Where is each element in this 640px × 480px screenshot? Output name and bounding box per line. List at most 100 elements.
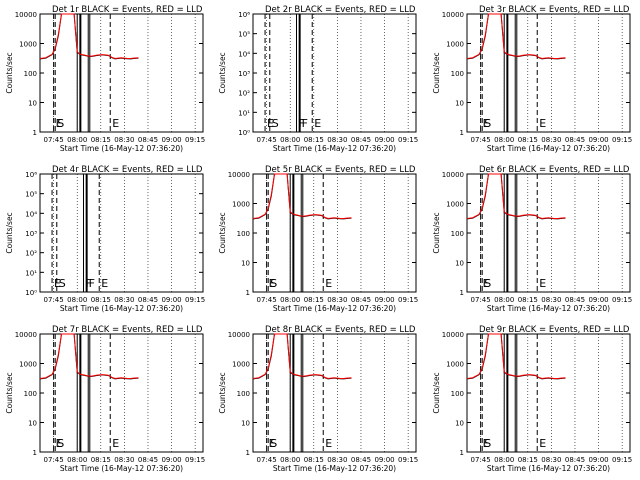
x-tick-label: 08:00 <box>67 456 87 464</box>
y-axis-label: Counts/sec <box>218 212 227 253</box>
x-tick-label: 08:30 <box>541 136 561 144</box>
event-marker-label: E <box>325 277 332 290</box>
series-line-events <box>39 333 139 380</box>
y-tick-label: 100 <box>451 70 464 78</box>
event-marker-label: F <box>89 277 95 290</box>
detector-panel-3: Det 3r BLACK = Events, RED = LLD 1 10 100 10… <box>432 5 632 153</box>
x-tick-label: 08:30 <box>114 456 134 464</box>
x-tick-label: 08:45 <box>565 456 585 464</box>
x-tick-label: 08:15 <box>91 136 111 144</box>
y-tick-label: 1000 <box>19 361 37 369</box>
x-tick-label: 09:00 <box>374 456 394 464</box>
x-tick-label: 08:15 <box>91 296 111 304</box>
y-tick-label: 10000 <box>15 331 37 339</box>
event-marker-label: S <box>272 117 279 130</box>
x-tick-label: 08:45 <box>351 296 371 304</box>
event-marker-label: E <box>269 437 276 450</box>
event-marker-label: E <box>101 277 108 290</box>
event-marker-label: F <box>86 277 92 290</box>
series-line-events <box>39 13 139 60</box>
y-axis-label: Counts/sec <box>5 52 14 93</box>
x-tick-label: 07:45 <box>471 136 491 144</box>
series-line-lld <box>466 13 566 60</box>
detector-panel-2: Det 2r BLACK = Events, RED = LLD 10⁰ 10¹ 10… <box>218 5 418 153</box>
x-tick-label: 08:45 <box>565 296 585 304</box>
x-tick-label: 09:00 <box>374 136 394 144</box>
x-axis-label: Start Time (16-May-12 07:36:20) <box>273 464 396 473</box>
y-tick-label: 10000 <box>442 11 464 19</box>
panel-title: Det 7r BLACK = Events, RED = LLD <box>52 325 203 335</box>
event-marker-label: E <box>539 277 546 290</box>
plot-frame <box>39 173 204 293</box>
x-tick-label: 09:00 <box>588 136 608 144</box>
x-tick-label: 09:00 <box>588 456 608 464</box>
y-tick-label: 10² <box>25 250 37 258</box>
event-marker-label: E <box>112 117 119 130</box>
x-tick-label: 08:30 <box>114 296 134 304</box>
x-tick-label: 08:15 <box>91 456 111 464</box>
x-tick-label: 09:00 <box>161 136 181 144</box>
x-tick-label: 08:00 <box>494 136 514 144</box>
y-tick-label: 1000 <box>232 361 250 369</box>
y-tick-label: 10⁰ <box>238 129 250 137</box>
plot-frame <box>466 333 631 453</box>
y-tick-label: 100 <box>237 390 250 398</box>
series-line-events <box>466 333 566 380</box>
x-tick-label: 08:45 <box>351 136 371 144</box>
y-axis-label: Counts/sec <box>5 372 14 413</box>
event-marker-label: S <box>57 117 64 130</box>
plot-frame <box>252 173 417 293</box>
y-tick-label: 100 <box>237 230 250 238</box>
x-tick-label: 07:45 <box>471 456 491 464</box>
y-tick-label: 1 <box>460 129 464 137</box>
series-line-events <box>252 333 352 380</box>
y-tick-label: 10⁴ <box>25 210 37 218</box>
x-tick-label: 08:45 <box>138 296 158 304</box>
y-tick-label: 1 <box>33 129 37 137</box>
detector-panel-5: Det 5r BLACK = Events, RED = LLD 1 10 100 10… <box>218 165 418 313</box>
y-tick-label: 10 <box>241 260 250 268</box>
y-tick-label: 10² <box>238 90 250 98</box>
series-line-events <box>466 13 566 60</box>
y-tick-label: 10 <box>455 420 464 428</box>
event-marker-label: E <box>483 437 490 450</box>
detector-panel-6: Det 6r BLACK = Events, RED = LLD 1 10 100 10… <box>432 165 632 313</box>
detector-panel-4: Det 4r BLACK = Events, RED = LLD 10⁰ 10¹ 10… <box>5 165 205 313</box>
x-tick-label: 07:45 <box>44 136 64 144</box>
x-tick-label: 08:45 <box>565 136 585 144</box>
x-tick-label: 09:15 <box>612 136 632 144</box>
x-tick-label: 08:30 <box>327 456 347 464</box>
y-tick-label: 1000 <box>232 201 250 209</box>
y-tick-label: 1000 <box>446 201 464 209</box>
plot-frame <box>39 13 204 133</box>
x-tick-label: 08:15 <box>518 296 538 304</box>
x-tick-label: 08:30 <box>327 296 347 304</box>
panel-title: Det 1r BLACK = Events, RED = LLD <box>52 5 203 15</box>
y-tick-label: 10000 <box>228 331 250 339</box>
event-marker-label: S <box>57 437 64 450</box>
x-axis-label: Start Time (16-May-12 07:36:20) <box>487 464 610 473</box>
event-marker-label: E <box>269 277 276 290</box>
detector-panel-8: Det 8r BLACK = Events, RED = LLD 1 10 100 10… <box>218 325 418 473</box>
y-tick-label: 1 <box>33 449 37 457</box>
event-marker-label: F <box>302 117 308 130</box>
y-tick-label: 1 <box>246 289 250 297</box>
detector-panel-1: Det 1r BLACK = Events, RED = LLD 1 10 100 10… <box>5 5 205 153</box>
y-tick-label: 10⁵ <box>238 31 250 39</box>
series-line-lld <box>39 333 139 380</box>
event-marker-label: E <box>314 117 321 130</box>
x-tick-label: 08:15 <box>304 456 324 464</box>
x-tick-label: 09:15 <box>612 296 632 304</box>
y-tick-label: 10000 <box>15 11 37 19</box>
x-tick-label: 09:15 <box>612 456 632 464</box>
event-marker-label: E <box>56 117 63 130</box>
x-tick-label: 08:30 <box>327 136 347 144</box>
y-tick-label: 10¹ <box>238 109 250 117</box>
series-line-lld <box>466 173 566 220</box>
plot-frame <box>466 13 631 133</box>
y-axis-label: Counts/sec <box>432 52 441 93</box>
y-tick-label: 100 <box>24 70 37 78</box>
panel-title: Det 4r BLACK = Events, RED = LLD <box>52 165 203 175</box>
x-tick-label: 09:15 <box>398 456 418 464</box>
y-tick-label: 100 <box>451 390 464 398</box>
